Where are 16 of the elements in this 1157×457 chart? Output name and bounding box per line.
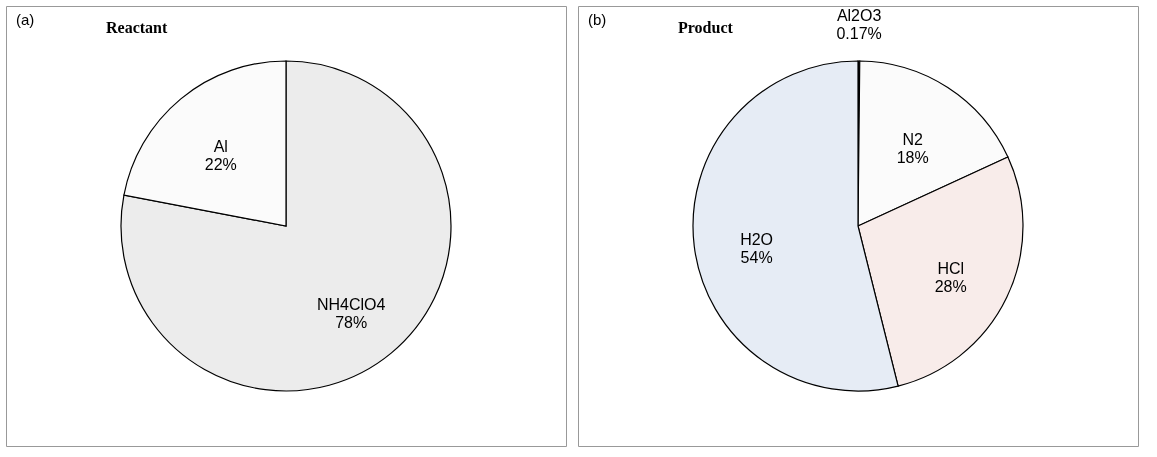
slice-label: HCl xyxy=(937,260,965,278)
slice-label: H2O xyxy=(740,230,774,248)
data-label: 78% xyxy=(335,313,368,331)
data-label: 22% xyxy=(204,156,237,174)
chart-title: Reactant xyxy=(106,19,168,36)
text: Product xyxy=(678,19,734,36)
slice-label: N2 xyxy=(902,130,924,148)
slice-label: Al2O3 xyxy=(836,7,882,24)
data-label: 18% xyxy=(896,148,929,166)
slice-label: Al xyxy=(213,138,228,156)
data-label: 0.17% xyxy=(836,25,882,42)
data-label: 28% xyxy=(934,278,967,296)
text: (b) xyxy=(588,11,607,28)
data-label: 54% xyxy=(740,248,773,266)
slice-label: NH4ClO4 xyxy=(316,295,386,313)
text: (a) xyxy=(16,11,35,28)
